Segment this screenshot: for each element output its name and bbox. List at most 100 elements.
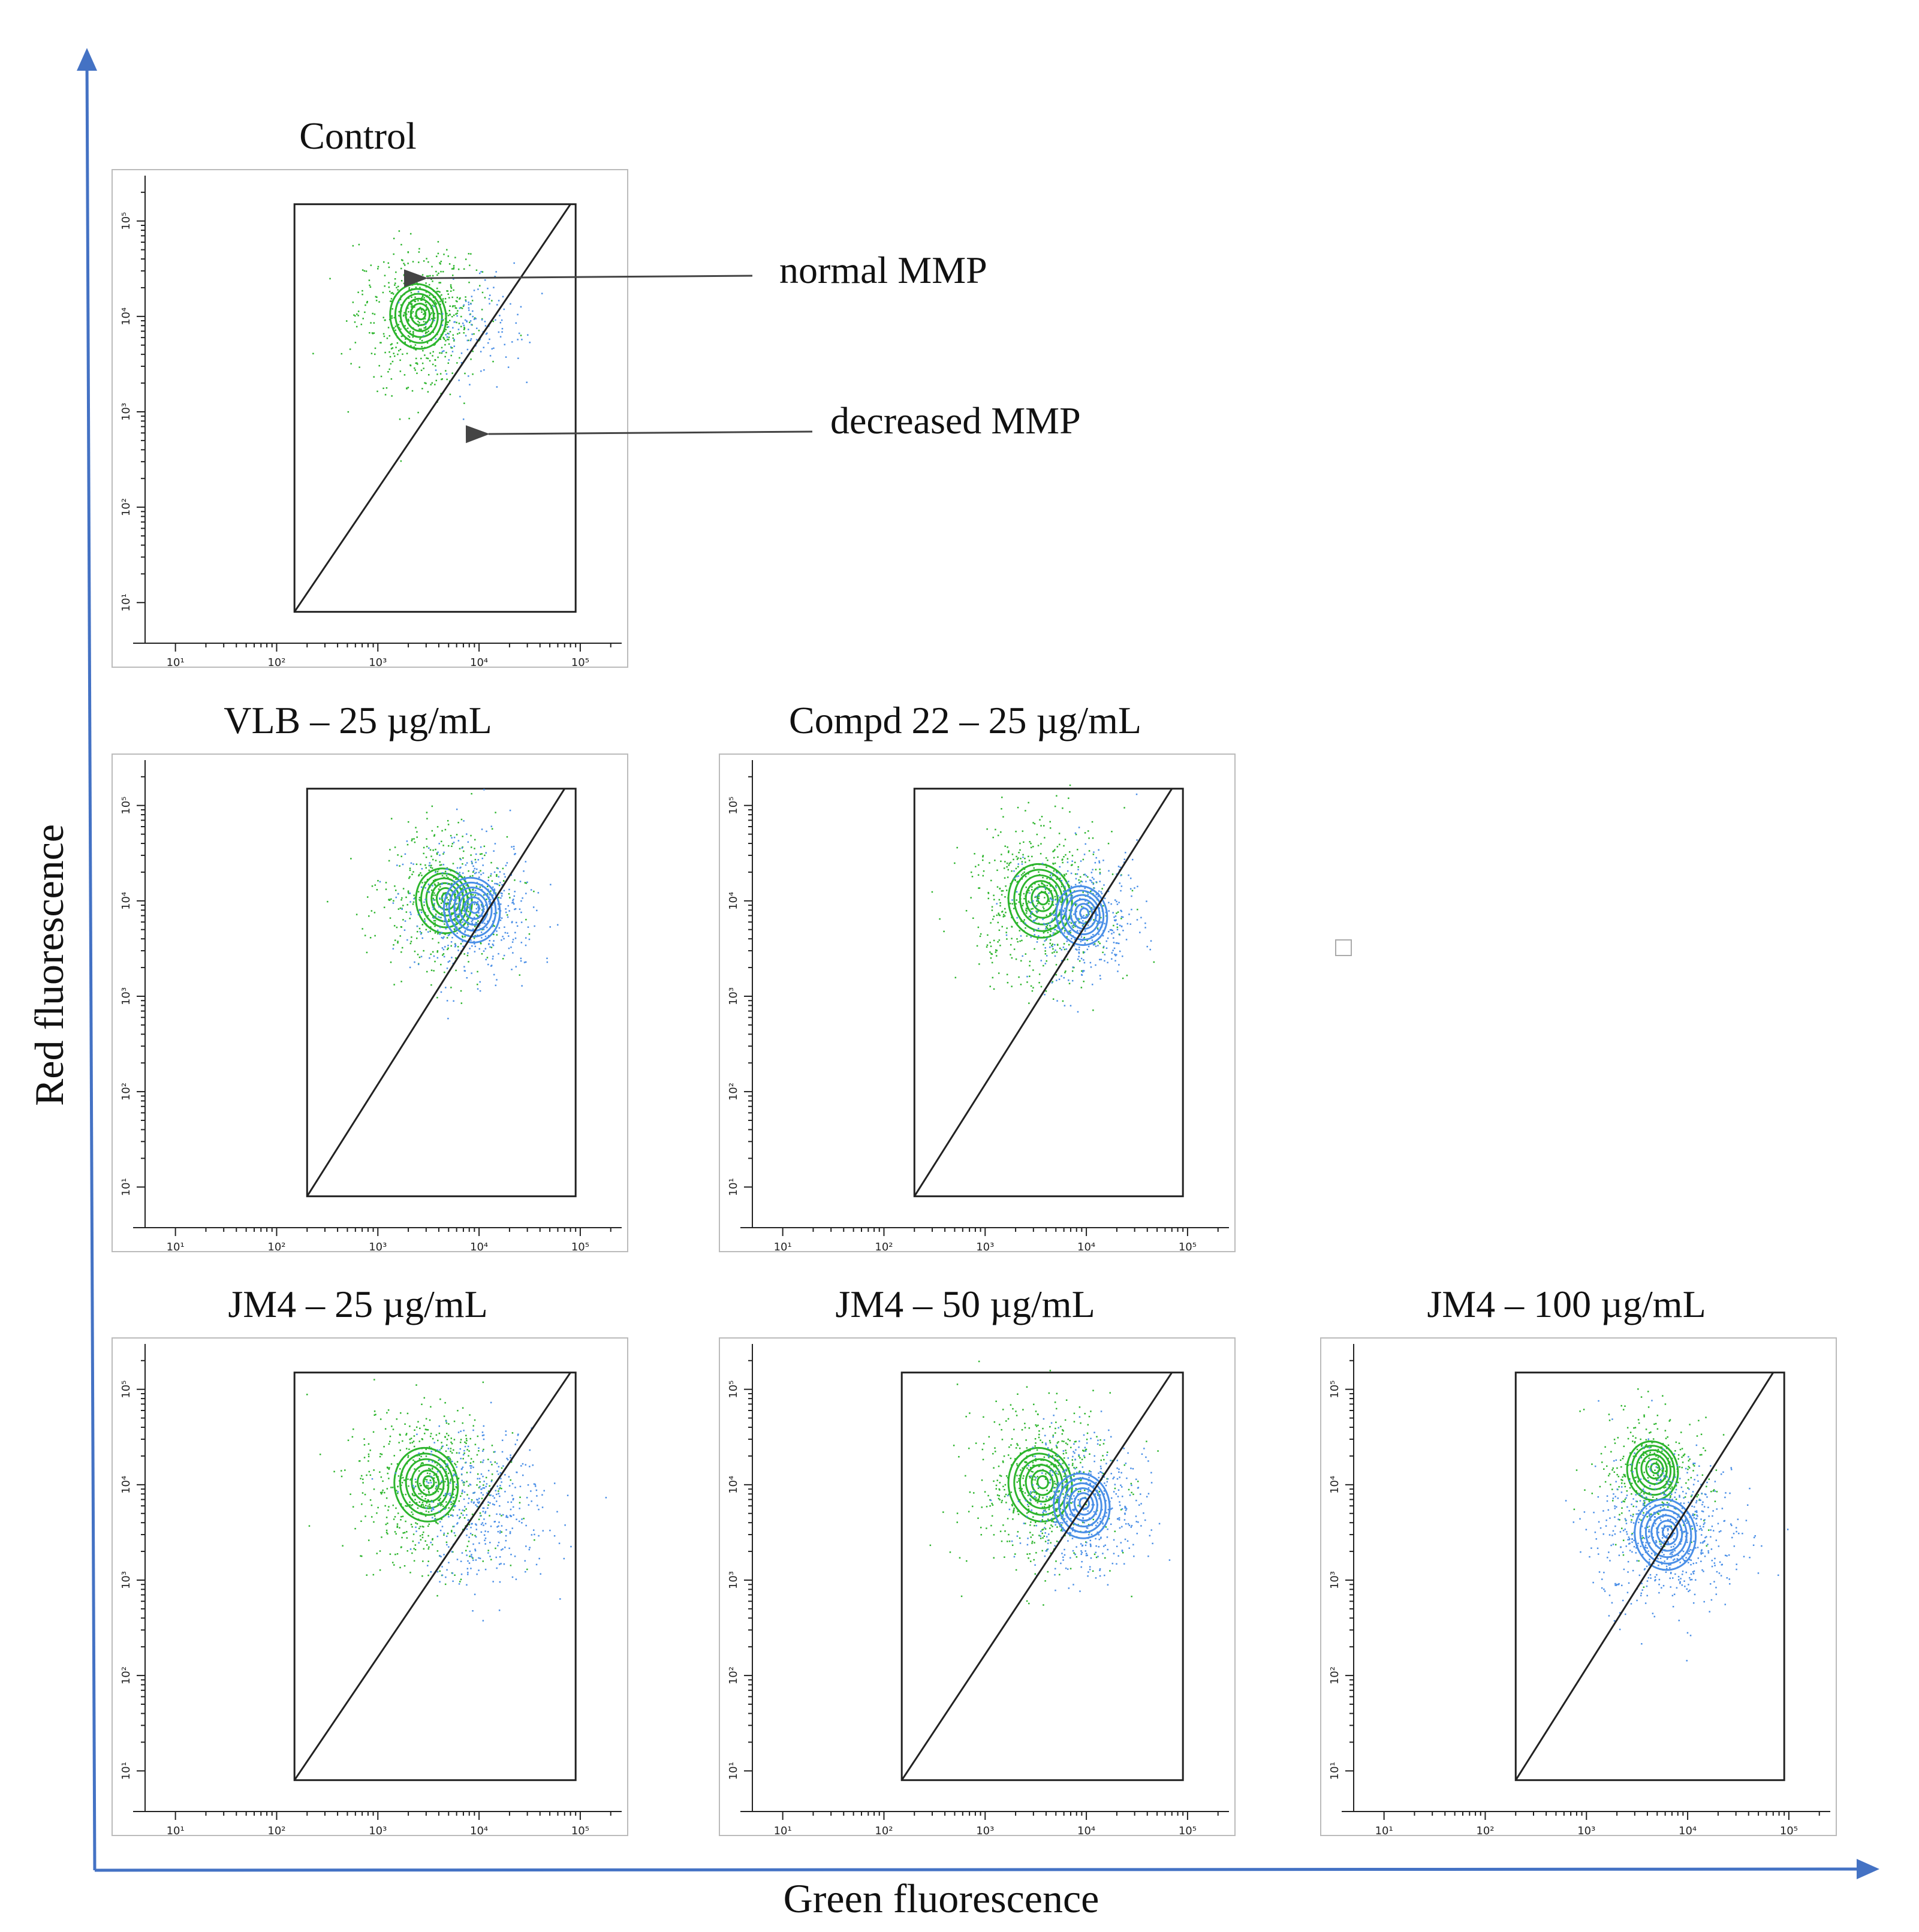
event-dot xyxy=(412,261,414,263)
event-dot xyxy=(478,948,481,950)
event-dot xyxy=(435,365,436,367)
event-dot xyxy=(1101,888,1103,890)
event-dot xyxy=(424,318,426,320)
event-dot xyxy=(384,1428,387,1430)
event-dot xyxy=(505,1539,507,1542)
event-dot xyxy=(370,352,373,354)
event-dot xyxy=(1050,1552,1052,1554)
event-dot xyxy=(397,324,400,325)
event-dot xyxy=(456,300,458,303)
event-dot xyxy=(1061,1513,1064,1515)
event-dot xyxy=(466,1494,468,1496)
event-dot xyxy=(387,1472,388,1475)
event-dot xyxy=(444,1583,447,1586)
event-dot xyxy=(424,382,426,384)
event-dot xyxy=(1090,879,1092,882)
event-dot xyxy=(485,904,487,906)
event-dot xyxy=(427,261,429,263)
event-dot xyxy=(1092,853,1095,855)
event-dot xyxy=(420,309,423,311)
contour-line xyxy=(1013,869,1068,932)
event-dot xyxy=(1004,1530,1006,1532)
event-dot xyxy=(1008,863,1011,864)
event-dot xyxy=(393,237,395,240)
event-dot xyxy=(414,296,416,299)
event-dot xyxy=(1116,926,1119,929)
event-dot xyxy=(476,1573,478,1575)
event-dot xyxy=(981,1448,984,1451)
event-dot xyxy=(1100,921,1102,923)
event-dot xyxy=(999,1489,1001,1491)
event-dot xyxy=(425,929,427,931)
event-dot xyxy=(411,1493,414,1495)
event-dot xyxy=(1081,971,1084,973)
event-dot xyxy=(1064,1548,1065,1551)
event-dot xyxy=(1025,1461,1027,1463)
event-dot xyxy=(409,911,411,914)
contour-line xyxy=(1037,1475,1049,1490)
event-dot xyxy=(1015,1569,1017,1571)
event-dot xyxy=(990,953,992,955)
event-dot xyxy=(457,821,459,824)
event-dot xyxy=(1096,1443,1099,1445)
event-dot xyxy=(1062,1450,1065,1452)
event-dot xyxy=(397,302,400,304)
event-dot xyxy=(450,915,452,917)
event-dot xyxy=(472,928,474,930)
y-tick-label: 10⁴ xyxy=(727,892,740,910)
event-dot xyxy=(403,314,405,316)
event-dot xyxy=(416,1433,418,1436)
event-dot xyxy=(347,1439,350,1442)
event-dot xyxy=(1003,1455,1005,1457)
event-dot xyxy=(501,1525,503,1527)
event-dot xyxy=(400,304,402,306)
event-dot xyxy=(1105,947,1108,950)
event-dot xyxy=(1070,1557,1071,1559)
event-dot xyxy=(1076,1546,1077,1548)
event-dot xyxy=(1035,1477,1037,1479)
event-dot xyxy=(440,1465,442,1467)
event-dot xyxy=(1054,932,1056,935)
event-dot xyxy=(442,319,444,321)
event-dot xyxy=(1062,947,1065,948)
event-dot xyxy=(451,898,453,900)
event-dot xyxy=(1009,903,1011,905)
event-dot xyxy=(446,326,448,328)
event-dot xyxy=(525,918,527,921)
event-dot xyxy=(362,318,364,320)
event-dot xyxy=(1062,1493,1064,1495)
event-dot xyxy=(1017,1444,1019,1446)
event-dot xyxy=(1054,1464,1056,1466)
event-dot xyxy=(445,1464,448,1466)
event-dot xyxy=(415,317,417,319)
event-dot xyxy=(414,306,415,308)
event-dot xyxy=(1062,1556,1064,1559)
event-dot xyxy=(475,1523,477,1525)
event-dot xyxy=(374,353,376,355)
event-dot xyxy=(1064,930,1066,932)
event-dot xyxy=(493,940,495,942)
event-dot xyxy=(391,317,393,319)
event-dot xyxy=(452,1469,454,1472)
event-dot xyxy=(1028,1469,1030,1471)
event-dot xyxy=(388,1467,390,1469)
event-dot xyxy=(433,970,435,972)
event-dot xyxy=(1057,856,1059,858)
event-dot xyxy=(450,1501,452,1503)
event-dot xyxy=(402,260,403,261)
event-dot xyxy=(1017,1513,1020,1515)
event-dot xyxy=(400,280,403,282)
event-dot xyxy=(1124,1513,1126,1515)
event-dot xyxy=(440,917,442,918)
event-dot xyxy=(1043,1506,1046,1508)
event-dot xyxy=(412,336,414,338)
event-dot xyxy=(463,850,465,852)
event-dot xyxy=(1146,945,1148,948)
event-dot xyxy=(514,932,516,934)
event-dot xyxy=(450,1437,453,1439)
event-dot xyxy=(1128,1488,1130,1491)
event-dot xyxy=(487,1470,490,1472)
event-dot xyxy=(472,894,474,896)
event-dot xyxy=(1073,1524,1075,1526)
event-dot xyxy=(983,870,985,872)
